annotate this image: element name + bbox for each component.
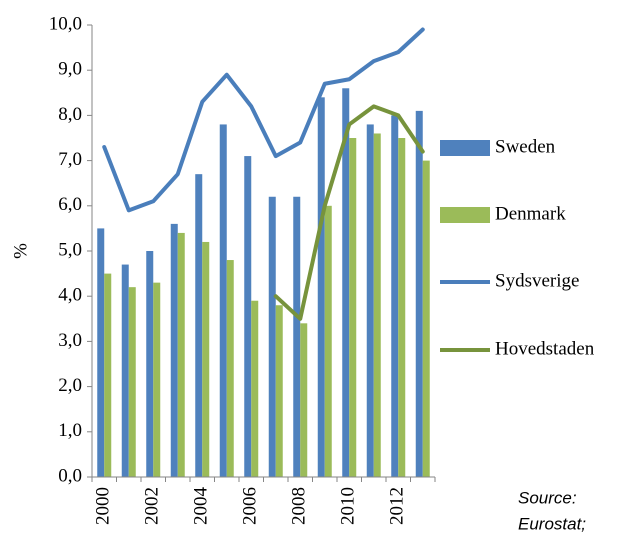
bar	[195, 174, 203, 477]
y-tick-label: 0,0	[58, 465, 82, 486]
y-tick-label: 6,0	[58, 194, 82, 215]
y-axis-label: %	[10, 243, 31, 259]
x-tick-label: 2004	[191, 487, 212, 526]
x-tick-label: 2012	[387, 487, 408, 525]
bar	[317, 97, 325, 477]
y-tick-label: 5,0	[58, 239, 82, 260]
y-tick-label: 10,0	[49, 13, 82, 34]
bar	[104, 273, 112, 477]
bar	[177, 232, 185, 477]
bar	[202, 241, 210, 477]
bar	[121, 264, 129, 477]
legend-label: Sydsverige	[495, 270, 579, 291]
bar	[349, 138, 357, 477]
y-tick-label: 2,0	[58, 375, 82, 396]
source: Eurostat;	[518, 514, 586, 533]
bar	[153, 282, 161, 477]
bar	[170, 223, 178, 477]
bar	[97, 228, 105, 477]
legend-swatch	[440, 140, 490, 156]
bar	[226, 260, 234, 477]
bar	[373, 133, 381, 478]
bar	[251, 300, 259, 477]
bar	[300, 323, 308, 477]
legend-label: Denmark	[495, 203, 566, 224]
x-tick-label: 2010	[338, 487, 359, 525]
y-tick-label: 1,0	[58, 420, 82, 441]
bar	[293, 196, 301, 477]
line	[102, 27, 425, 213]
bar	[219, 124, 227, 477]
bar	[146, 251, 154, 477]
x-tick-label: 2002	[142, 487, 163, 525]
x-tick-label: 2006	[240, 487, 261, 525]
legend-label: Hovedstaden	[495, 338, 595, 359]
x-tick-label: 2008	[289, 487, 310, 525]
legend-label: Sweden	[495, 136, 556, 157]
bar	[415, 110, 423, 477]
source: Source:	[518, 488, 577, 507]
y-tick-label: 7,0	[58, 149, 82, 170]
bar	[268, 196, 276, 477]
y-tick-label: 3,0	[58, 330, 82, 351]
bar	[366, 124, 374, 477]
y-tick-label: 8,0	[58, 104, 82, 125]
bar	[342, 88, 350, 477]
bar	[275, 305, 283, 477]
bar	[324, 205, 332, 478]
bar	[391, 115, 399, 478]
x-tick-label: 2000	[93, 487, 114, 525]
legend-swatch	[440, 207, 490, 223]
bar	[398, 138, 406, 477]
bar	[422, 160, 430, 477]
bar	[244, 156, 252, 477]
y-tick-label: 9,0	[58, 59, 82, 80]
line	[273, 104, 425, 321]
bar	[128, 287, 136, 477]
y-tick-label: 4,0	[58, 285, 82, 306]
